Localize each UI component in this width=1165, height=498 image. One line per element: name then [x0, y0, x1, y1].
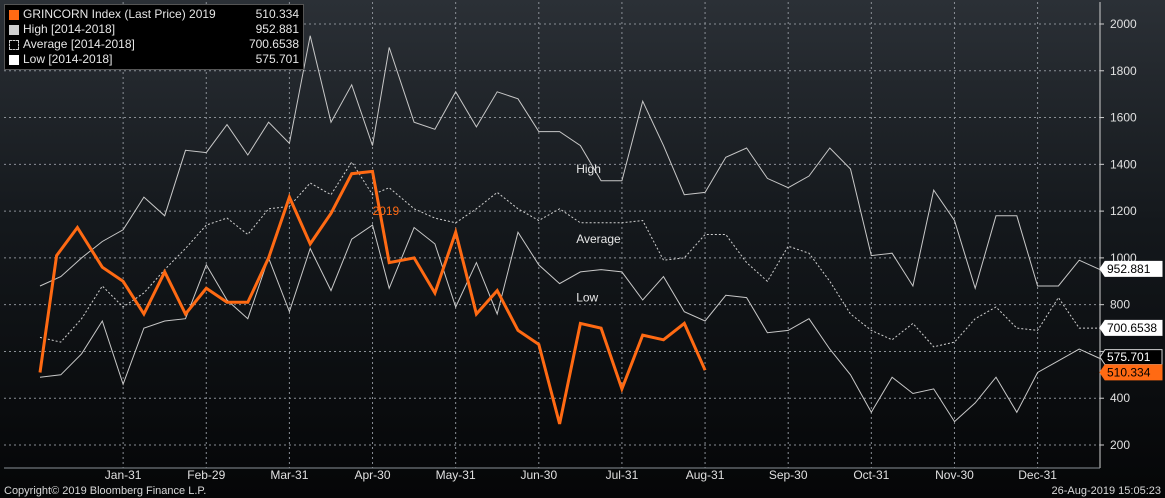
x-tick-label: Apr-30	[355, 468, 391, 482]
x-tick-label: May-31	[436, 468, 476, 482]
legend-value: 952.881	[255, 22, 299, 36]
legend-label: High [2014-2018]	[23, 22, 116, 36]
series-line-high	[39, 35, 1101, 291]
legend-item-grincorn[interactable]: GRINCORN Index (Last Price) 2019 510.334	[9, 7, 299, 22]
x-tick-label: Mar-31	[270, 468, 308, 482]
legend-swatch-orange	[9, 9, 19, 20]
legend-swatch-white	[9, 54, 19, 65]
y-tick-label: 800	[1110, 298, 1130, 312]
y-tick-label: 2000	[1110, 17, 1137, 31]
x-tick-label: Oct-31	[853, 468, 889, 482]
y-tick-label: 1200	[1110, 204, 1137, 218]
legend-label: GRINCORN Index (Last Price) 2019	[23, 7, 216, 21]
x-tick-label: Dec-31	[1018, 468, 1057, 482]
annotation-label: High	[576, 162, 601, 176]
annotation-label: Average	[576, 232, 621, 246]
x-tick-label: Jul-31	[606, 468, 639, 482]
annotation-label: 2019	[373, 204, 400, 218]
series-line-low	[39, 224, 1101, 423]
y-tick-label: 200	[1110, 438, 1130, 452]
legend-label: Average [2014-2018]	[23, 37, 135, 51]
x-tick-label: Jun-30	[520, 468, 557, 482]
y-tick-label: 400	[1110, 391, 1130, 405]
legend-swatch-dashed	[9, 39, 19, 50]
series-line-average	[39, 161, 1100, 348]
x-tick-label: Sep-30	[769, 468, 808, 482]
last-value-tag: 952.881	[1099, 260, 1163, 277]
last-value-tag: 510.334	[1099, 364, 1163, 381]
last-value-tag-bg	[1099, 349, 1163, 366]
last-value-tag-bg	[1099, 260, 1163, 277]
last-value-tag: 700.6538	[1099, 319, 1163, 336]
legend: GRINCORN Index (Last Price) 2019 510.334…	[4, 4, 304, 70]
last-value-tag-label: 510.334	[1107, 365, 1151, 379]
legend-item-high[interactable]: High [2014-2018] 952.881	[9, 22, 299, 37]
x-tick-label: Jan-31	[105, 468, 142, 482]
annotation-label: Low	[576, 291, 598, 305]
legend-swatch-gray	[9, 24, 19, 35]
x-tick-label: Nov-30	[935, 468, 974, 482]
last-value-tag: 575.701	[1099, 349, 1163, 366]
y-tick-label: 1400	[1110, 157, 1137, 171]
x-tick-label: Aug-31	[686, 468, 725, 482]
copyright-text: Copyright© 2019 Bloomberg Finance L.P.	[4, 485, 207, 497]
x-tick-label: Feb-29	[187, 468, 225, 482]
last-value-tag-label: 700.6538	[1107, 321, 1157, 335]
legend-item-average[interactable]: Average [2014-2018] 700.6538	[9, 37, 299, 52]
y-tick-label: 1600	[1110, 111, 1137, 125]
last-value-tag-label: 575.701	[1107, 350, 1151, 364]
timestamp-text: 26-Aug-2019 15:05:23	[1051, 485, 1161, 497]
legend-item-low[interactable]: Low [2014-2018] 575.701	[9, 52, 299, 67]
legend-value: 700.6538	[248, 37, 299, 51]
y-tick-label: 1800	[1110, 64, 1137, 78]
last-value-tag-label: 952.881	[1107, 262, 1151, 276]
legend-label: Low [2014-2018]	[23, 52, 113, 66]
last-value-tag-bg	[1099, 319, 1163, 336]
legend-value: 510.334	[255, 7, 299, 21]
last-value-tag-bg	[1099, 364, 1163, 381]
series-line-grincorn	[38, 169, 707, 425]
legend-value: 575.701	[255, 52, 299, 66]
